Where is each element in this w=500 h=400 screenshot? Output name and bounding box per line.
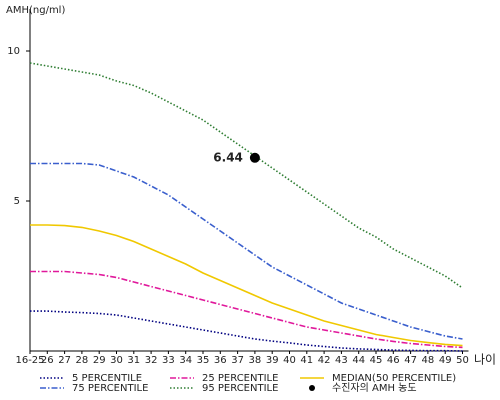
- x-tick-label: 48: [422, 355, 435, 366]
- x-tick-label: 36: [214, 355, 227, 366]
- x-tick-label: 43: [335, 355, 348, 366]
- legend-label: 95 PERCENTILE: [202, 383, 278, 394]
- patient-marker: [249, 152, 260, 163]
- x-tick-label: 16-25: [15, 355, 44, 366]
- legend-swatch: [309, 385, 315, 391]
- x-tick-label: 30: [110, 355, 123, 366]
- x-tick-label: 47: [404, 355, 417, 366]
- x-tick-label: 26: [41, 355, 54, 366]
- x-tick-label: 40: [283, 355, 296, 366]
- x-tick-label: 32: [145, 355, 158, 366]
- marker-label: 6.44: [213, 150, 243, 164]
- x-tick-label: 45: [370, 355, 383, 366]
- series-line: [30, 310, 463, 352]
- legend-label: 5 PERCENTILE: [72, 373, 142, 384]
- x-tick-label: 49: [439, 355, 452, 366]
- x-tick-label: 39: [266, 355, 279, 366]
- legend-label: 75 PERCENTILE: [72, 383, 148, 394]
- series-line: [30, 270, 463, 349]
- legend-label: MEDIAN(50 PERCENTILE): [332, 373, 456, 384]
- legend-label: 수진자의 AMH 농도: [332, 382, 417, 394]
- y-axis-label: AMH(ng/ml): [6, 5, 65, 16]
- x-tick-label: 35: [197, 355, 210, 366]
- x-tick-label: 28: [76, 355, 89, 366]
- x-tick-label: 44: [352, 355, 365, 366]
- x-tick-label: 46: [387, 355, 400, 366]
- x-tick-label: 37: [231, 355, 244, 366]
- y-tick-label: 10: [7, 46, 20, 57]
- x-tick-label: 29: [93, 355, 106, 366]
- y-tick-label: 5: [14, 196, 20, 207]
- series-line: [30, 224, 463, 347]
- x-tick-label: 42: [318, 355, 331, 366]
- x-tick-label: 33: [162, 355, 175, 366]
- x-tick-label: 50: [456, 355, 469, 366]
- x-axis-label: 나이: [474, 353, 496, 367]
- x-tick-label: 27: [58, 355, 71, 366]
- x-tick-label: 34: [179, 355, 192, 366]
- x-tick-label: 31: [127, 355, 140, 366]
- series-line: [29, 62, 463, 289]
- x-tick-label: 38: [249, 355, 262, 366]
- legend-label: 25 PERCENTILE: [202, 373, 278, 384]
- x-tick-label: 41: [300, 355, 313, 366]
- series-line: [30, 162, 463, 340]
